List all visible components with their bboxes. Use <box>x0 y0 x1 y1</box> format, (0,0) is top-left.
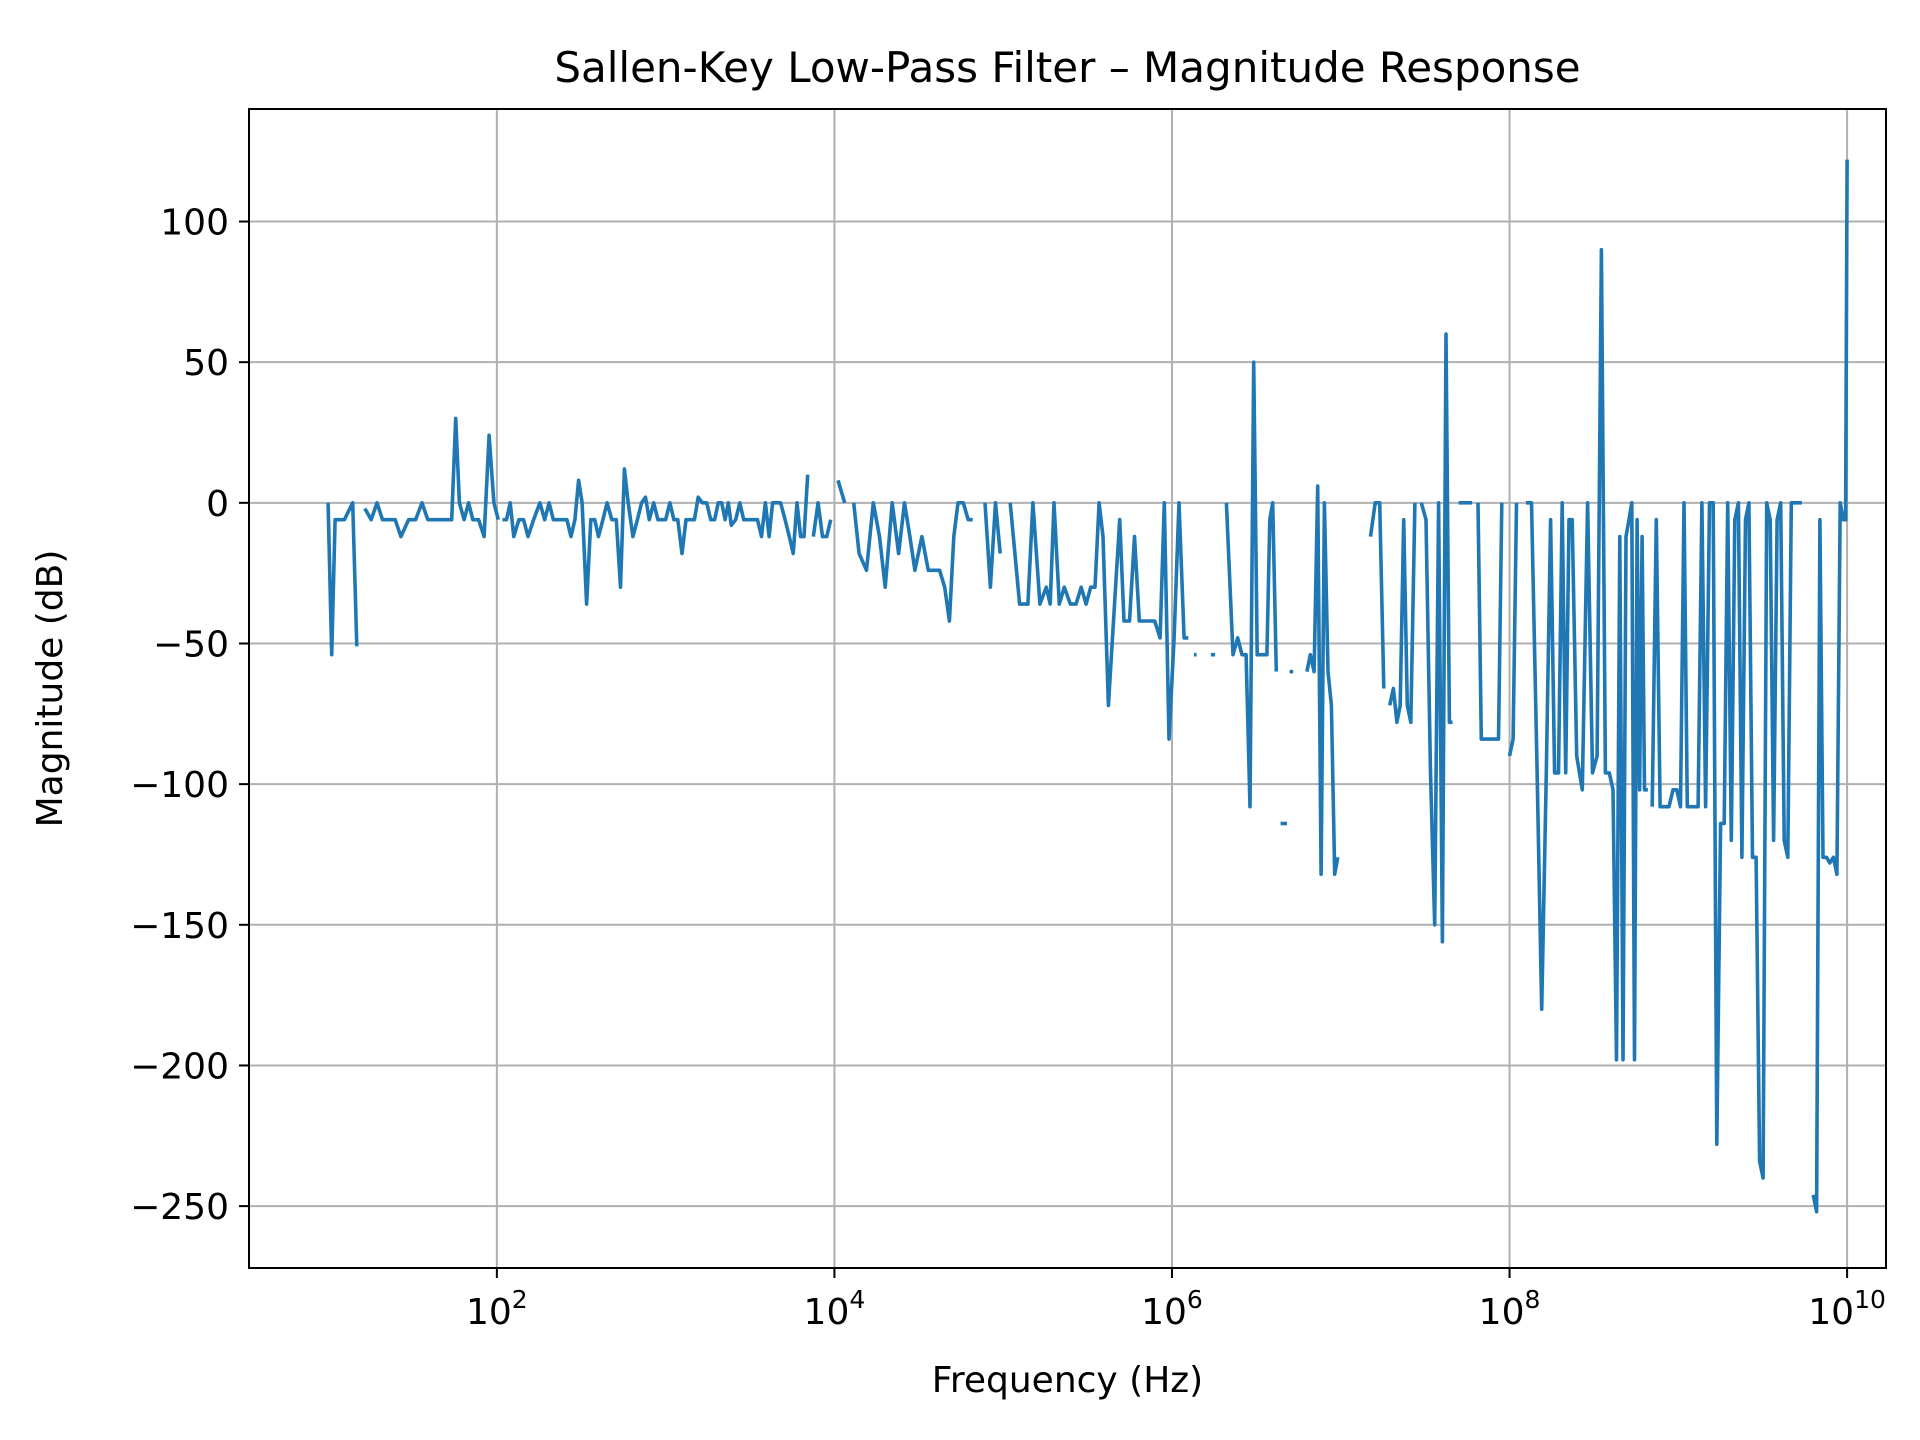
series-layer <box>326 159 1849 1214</box>
y-tick-label: 100 <box>160 203 229 244</box>
y-tick-label: −50 <box>153 624 229 665</box>
x-axis-label: Frequency (Hz) <box>932 1360 1203 1401</box>
series-line-segment <box>1811 159 1849 1214</box>
y-tick-label: 0 <box>206 484 229 525</box>
series-line-segment <box>1419 332 1453 944</box>
series-line-segment <box>1507 502 1519 757</box>
chart-title: Sallen-Key Low-Pass Filter – Magnitude R… <box>554 43 1580 92</box>
series-line-segment <box>1368 500 1386 689</box>
y-tick-label: 50 <box>183 343 229 384</box>
y-axis-label: Magnitude (dB) <box>30 550 71 828</box>
series-line-segment <box>836 479 847 504</box>
y-tick-label: −100 <box>130 765 229 806</box>
series-point <box>1289 669 1294 674</box>
x-tick-label: 102 <box>466 1285 528 1333</box>
x-tick-label: 104 <box>804 1285 866 1333</box>
y-tick-label: −150 <box>130 906 229 947</box>
plot-frame <box>248 108 1887 1269</box>
series-line-segment <box>326 500 359 657</box>
series-line-segment <box>502 467 810 606</box>
y-tick-label: −250 <box>130 1187 229 1228</box>
x-tick-label: 1010 <box>1808 1285 1886 1333</box>
x-tick-label: 108 <box>1479 1285 1541 1333</box>
series-line-segment <box>1525 247 1648 1062</box>
axis-ticks: 102 104 106 108 1010 100 50 0 −50 −100 −150 −200 −25… <box>130 203 1886 1333</box>
y-tick-label: −200 <box>130 1046 229 1087</box>
series-line-segment <box>1305 484 1340 877</box>
x-tick-label: 106 <box>1141 1285 1203 1333</box>
series-line-segment <box>983 500 1002 590</box>
series-line-segment <box>851 500 973 623</box>
series-line-segment <box>363 416 501 539</box>
series-line-segment <box>1650 500 1802 1180</box>
series-line-segment <box>1387 502 1417 725</box>
series-line-segment <box>1476 502 1504 741</box>
series-line-segment <box>1224 360 1279 809</box>
series-line-segment <box>811 500 833 539</box>
series-line-segment <box>1008 500 1189 741</box>
